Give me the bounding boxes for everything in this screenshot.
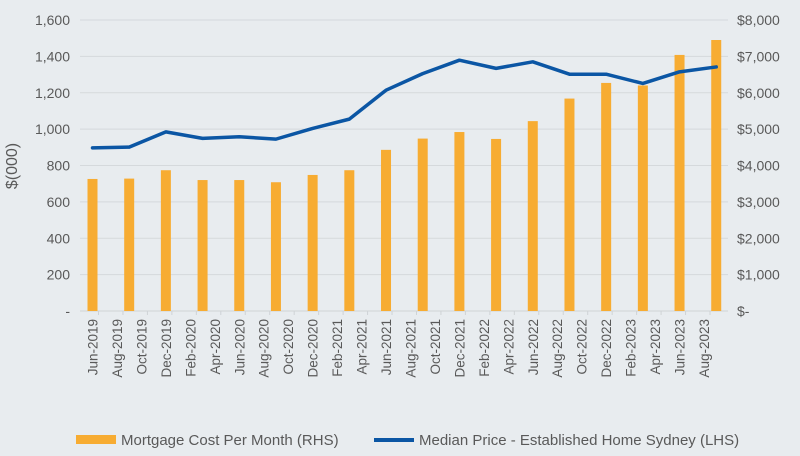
- bar: [711, 40, 722, 311]
- bar: [270, 182, 281, 311]
- bar: [381, 149, 392, 311]
- left-axis-label: $(000): [4, 143, 21, 189]
- bar: [417, 138, 428, 311]
- x-tick-label: Apr-2022: [501, 319, 516, 375]
- right-axis-tick-label: $7,000: [737, 48, 780, 64]
- x-axis-ticks: Jun-2019 Aug-2019 Oct-2019 Dec-2019 Feb-2020…: [86, 311, 712, 378]
- left-axis-tick-label: 1,200: [35, 85, 70, 101]
- right-axis-tick-label: $3,000: [737, 194, 780, 210]
- bar: [491, 138, 502, 311]
- left-axis-tick-label: 600: [47, 194, 71, 210]
- x-tick-label: Oct-2020: [281, 319, 296, 375]
- x-tick-label: Dec-2022: [599, 319, 614, 378]
- right-axis-tick-label: $5,000: [737, 121, 780, 137]
- bar: [87, 178, 98, 311]
- right-axis-tick-label: $6,000: [737, 85, 780, 101]
- x-tick-label: Aug-2021: [403, 319, 418, 378]
- right-axis-tick-label: $8,000: [737, 12, 780, 28]
- x-tick-label: Oct-2022: [575, 319, 590, 375]
- bar: [674, 54, 685, 312]
- x-tick-label: Aug-2019: [110, 319, 125, 378]
- bar: [197, 180, 208, 311]
- x-tick-label: Jun-2022: [526, 319, 541, 375]
- line-series: [90, 58, 718, 150]
- x-tick-label: Dec-2019: [159, 319, 174, 378]
- x-tick-label: Feb-2023: [624, 319, 639, 377]
- x-tick-label: Jun-2021: [379, 319, 394, 375]
- right-axis-tick-label: $2,000: [737, 230, 780, 246]
- left-axis-ticks: - 200 400 600 800 1,000 1,200 1,400 1,600: [35, 12, 70, 319]
- bar-series: [87, 40, 722, 312]
- right-axis-ticks: $- $1,000 $2,000 $3,000 $4,000 $5,000 $6,000 $7…: [737, 12, 780, 319]
- x-tick-label: Feb-2021: [330, 319, 345, 377]
- bar: [344, 170, 355, 311]
- right-axis-tick-label: $1,000: [737, 267, 780, 283]
- x-tick-label: Oct-2021: [428, 319, 443, 375]
- right-axis-tick-label: $-: [737, 303, 750, 319]
- bar: [454, 132, 465, 311]
- left-axis-tick-label: 800: [47, 158, 71, 174]
- left-axis-tick-label: -: [65, 303, 70, 319]
- bar: [601, 82, 612, 312]
- bar: [564, 98, 575, 311]
- legend-swatch-bar: [76, 435, 116, 444]
- x-tick-label: Apr-2023: [648, 319, 663, 375]
- left-axis-tick-label: 400: [47, 230, 71, 246]
- x-tick-label: Jun-2020: [232, 319, 247, 375]
- x-tick-label: Feb-2022: [477, 319, 492, 377]
- bar: [234, 180, 245, 311]
- bar: [124, 178, 135, 311]
- x-tick-label: Aug-2022: [550, 319, 565, 378]
- x-tick-label: Dec-2020: [306, 319, 321, 378]
- bar: [637, 85, 648, 311]
- x-tick-label: Aug-2020: [257, 319, 272, 378]
- right-axis-tick-label: $4,000: [737, 158, 780, 174]
- x-tick-label: Apr-2020: [208, 319, 223, 375]
- x-tick-label: Aug-2023: [697, 319, 712, 378]
- bar: [307, 174, 318, 311]
- gridlines: [80, 19, 728, 312]
- legend-label-bar: Mortgage Cost Per Month (RHS): [121, 432, 339, 449]
- x-tick-label: Dec-2021: [452, 319, 467, 378]
- left-axis-tick-label: 1,400: [35, 48, 70, 64]
- x-tick-label: Jun-2019: [86, 319, 101, 375]
- left-axis-tick-label: 1,000: [35, 121, 70, 137]
- x-tick-label: Apr-2021: [355, 319, 370, 375]
- x-tick-label: Feb-2020: [183, 319, 198, 377]
- x-tick-label: Jun-2023: [673, 319, 688, 375]
- left-axis-tick-label: 200: [47, 267, 71, 283]
- legend-label-line: Median Price - Established Home Sydney (…: [419, 432, 739, 449]
- median-price-line: [90, 58, 718, 150]
- bar: [160, 170, 171, 311]
- left-axis-tick-label: 1,600: [35, 12, 70, 28]
- bar: [527, 121, 538, 311]
- x-tick-label: Oct-2019: [134, 319, 149, 375]
- legend: Mortgage Cost Per Month (RHS) Median Pri…: [76, 432, 739, 449]
